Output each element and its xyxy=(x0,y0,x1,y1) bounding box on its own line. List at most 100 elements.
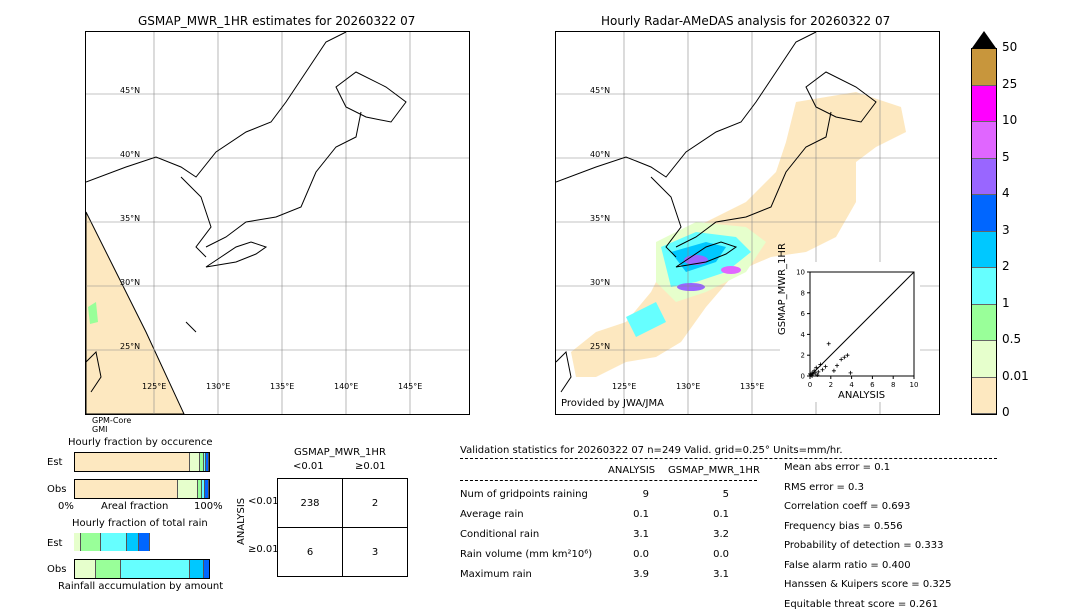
validation-label: Conditional rain xyxy=(460,529,540,540)
scatter-point xyxy=(808,371,812,376)
occurrence-xlabel: Areal fraction xyxy=(101,501,169,512)
validation-header: Validation statistics for 20260322 07 n=… xyxy=(460,445,843,456)
right-rain-core-2 xyxy=(721,266,741,274)
left-rain-patch xyxy=(88,302,98,324)
scatter-point xyxy=(842,355,847,360)
contingency-row-axis: ANALYSIS xyxy=(236,497,247,545)
validation-gsmap: 0.1 xyxy=(713,509,729,520)
scatter-ylabel: GSMAP_MWR_1HR xyxy=(777,243,788,335)
scatter-inset: 0 2 4 6 8 10 0 2 4 6 8 10 xyxy=(780,262,920,402)
colorbar-label: 1 xyxy=(1002,295,1010,310)
contingency-table: 238 2 6 3 xyxy=(277,478,408,577)
contingency-title: GSMAP_MWR_1HR xyxy=(294,447,386,458)
occurrence-tick-100: 100% xyxy=(194,501,223,512)
total-rain-title: Hourly fraction of total rain xyxy=(72,518,208,529)
scatter-xtick-label: 8 xyxy=(891,381,895,389)
left-lon-130: 130°E xyxy=(206,382,231,391)
left-grid xyxy=(86,32,469,414)
total-rain-est-label: Est xyxy=(47,538,63,549)
total-rain-obs-bar xyxy=(74,559,210,579)
colorbar-segment xyxy=(972,377,996,414)
colorbar-label: 4 xyxy=(1002,186,1010,200)
contingency-cell-00: 238 xyxy=(277,478,343,528)
bar-segment xyxy=(75,453,191,471)
validation-gsmap: 5 xyxy=(722,489,729,500)
colorbar-segment xyxy=(972,195,996,232)
colorbar-label: 3 xyxy=(1002,222,1010,237)
right-lon-125: 125°E xyxy=(612,382,637,391)
colorbar-segment xyxy=(972,341,996,378)
colorbar-label: 0.5 xyxy=(1002,332,1022,346)
contingency-row-ge: ≥0.01 xyxy=(248,544,279,555)
occurrence-est-bar xyxy=(74,452,210,472)
provider-credit: Provided by JWA/JMA xyxy=(561,398,664,409)
scatter-xlabel: ANALYSIS xyxy=(838,390,886,401)
bar-segment xyxy=(202,480,205,498)
colorbar-label: 10 xyxy=(1002,113,1018,127)
right-lon-135: 135°E xyxy=(740,382,765,391)
colorbar-segment xyxy=(972,85,996,122)
scatter-point xyxy=(818,362,823,367)
contingency-row-lt: <0.01 xyxy=(248,496,279,507)
bar-segment xyxy=(80,533,101,551)
left-lon-135: 135°E xyxy=(270,382,295,391)
validation-analysis: 3.1 xyxy=(633,529,649,540)
left-caption-sensor: GMI xyxy=(92,425,108,434)
occurrence-est-label: Est xyxy=(47,457,63,468)
scatter-point xyxy=(816,369,821,374)
bar-segment xyxy=(74,533,81,551)
left-lat-40: 40°N xyxy=(120,150,141,159)
bar-segment xyxy=(198,480,203,498)
colorbar-segment xyxy=(972,231,996,268)
validation-label: Rain volume (mm km²10⁶) xyxy=(460,549,593,560)
scatter-point xyxy=(845,353,850,358)
validation-score: Mean abs error = 0.1 xyxy=(784,462,891,473)
scatter-point xyxy=(848,370,853,375)
scatter-plot: 0 2 4 6 8 10 0 2 4 6 8 10 xyxy=(796,269,919,390)
total-rain-xlabel: Rainfall accumulation by amount xyxy=(58,581,224,592)
left-map: 45°N 40°N 35°N 30°N 25°N 125°E 130°E 135… xyxy=(85,31,470,415)
left-swath-area xyxy=(86,211,185,414)
right-map-title: Hourly Radar-AMeDAS analysis for 2026032… xyxy=(601,14,891,28)
validation-label: Average rain xyxy=(460,509,524,520)
left-lat-35: 35°N xyxy=(120,214,141,223)
left-coastline xyxy=(86,32,407,393)
scatter-point xyxy=(812,368,817,373)
colorbar-label: 50 xyxy=(1002,40,1018,54)
validation-analysis: 3.9 xyxy=(633,569,649,580)
occurrence-obs-label: Obs xyxy=(47,484,67,495)
bar-segment xyxy=(206,453,209,471)
scatter-ytick-label: 0 xyxy=(801,373,805,381)
scatter-point xyxy=(839,357,844,362)
validation-score: False alarm ratio = 0.400 xyxy=(784,559,911,571)
scatter-xtick-label: 10 xyxy=(910,381,919,389)
bar-segment xyxy=(100,533,128,551)
colorbar-label: 5 xyxy=(1002,149,1010,164)
validation-analysis: 9 xyxy=(642,489,649,500)
bar-segment xyxy=(96,560,121,578)
left-caption-satellite: GPM-Core xyxy=(92,416,132,425)
bar-segment xyxy=(120,560,191,578)
scatter-ytick-label: 10 xyxy=(796,269,805,277)
left-lat-30: 30°N xyxy=(120,278,141,287)
colorbar-label: 0.01 xyxy=(1002,368,1029,383)
contingency-cell-01: 2 xyxy=(342,478,408,528)
validation-label: Num of gridpoints raining xyxy=(460,489,588,500)
scatter-diagonal xyxy=(809,271,915,377)
right-rain-core-3 xyxy=(677,283,705,291)
bar-segment xyxy=(190,560,204,578)
occurrence-title: Hourly fraction by occurence xyxy=(68,437,213,448)
colorbar-segment xyxy=(972,158,996,195)
scatter-point xyxy=(831,368,836,373)
scatter-ytick-label: 2 xyxy=(801,352,805,360)
occurrence-obs-bar xyxy=(74,479,210,499)
left-lon-140: 140°E xyxy=(334,382,359,391)
colorbar-segment xyxy=(972,49,996,86)
validation-col-gsmap: GSMAP_MWR_1HR xyxy=(668,465,760,476)
validation-col-analysis: ANALYSIS xyxy=(608,465,656,476)
scatter-xtick-label: 2 xyxy=(829,381,833,389)
colorbar-segment xyxy=(972,122,996,159)
validation-table-divider xyxy=(460,480,757,481)
right-lon-130: 130°E xyxy=(676,382,701,391)
bar-segment xyxy=(75,480,179,498)
